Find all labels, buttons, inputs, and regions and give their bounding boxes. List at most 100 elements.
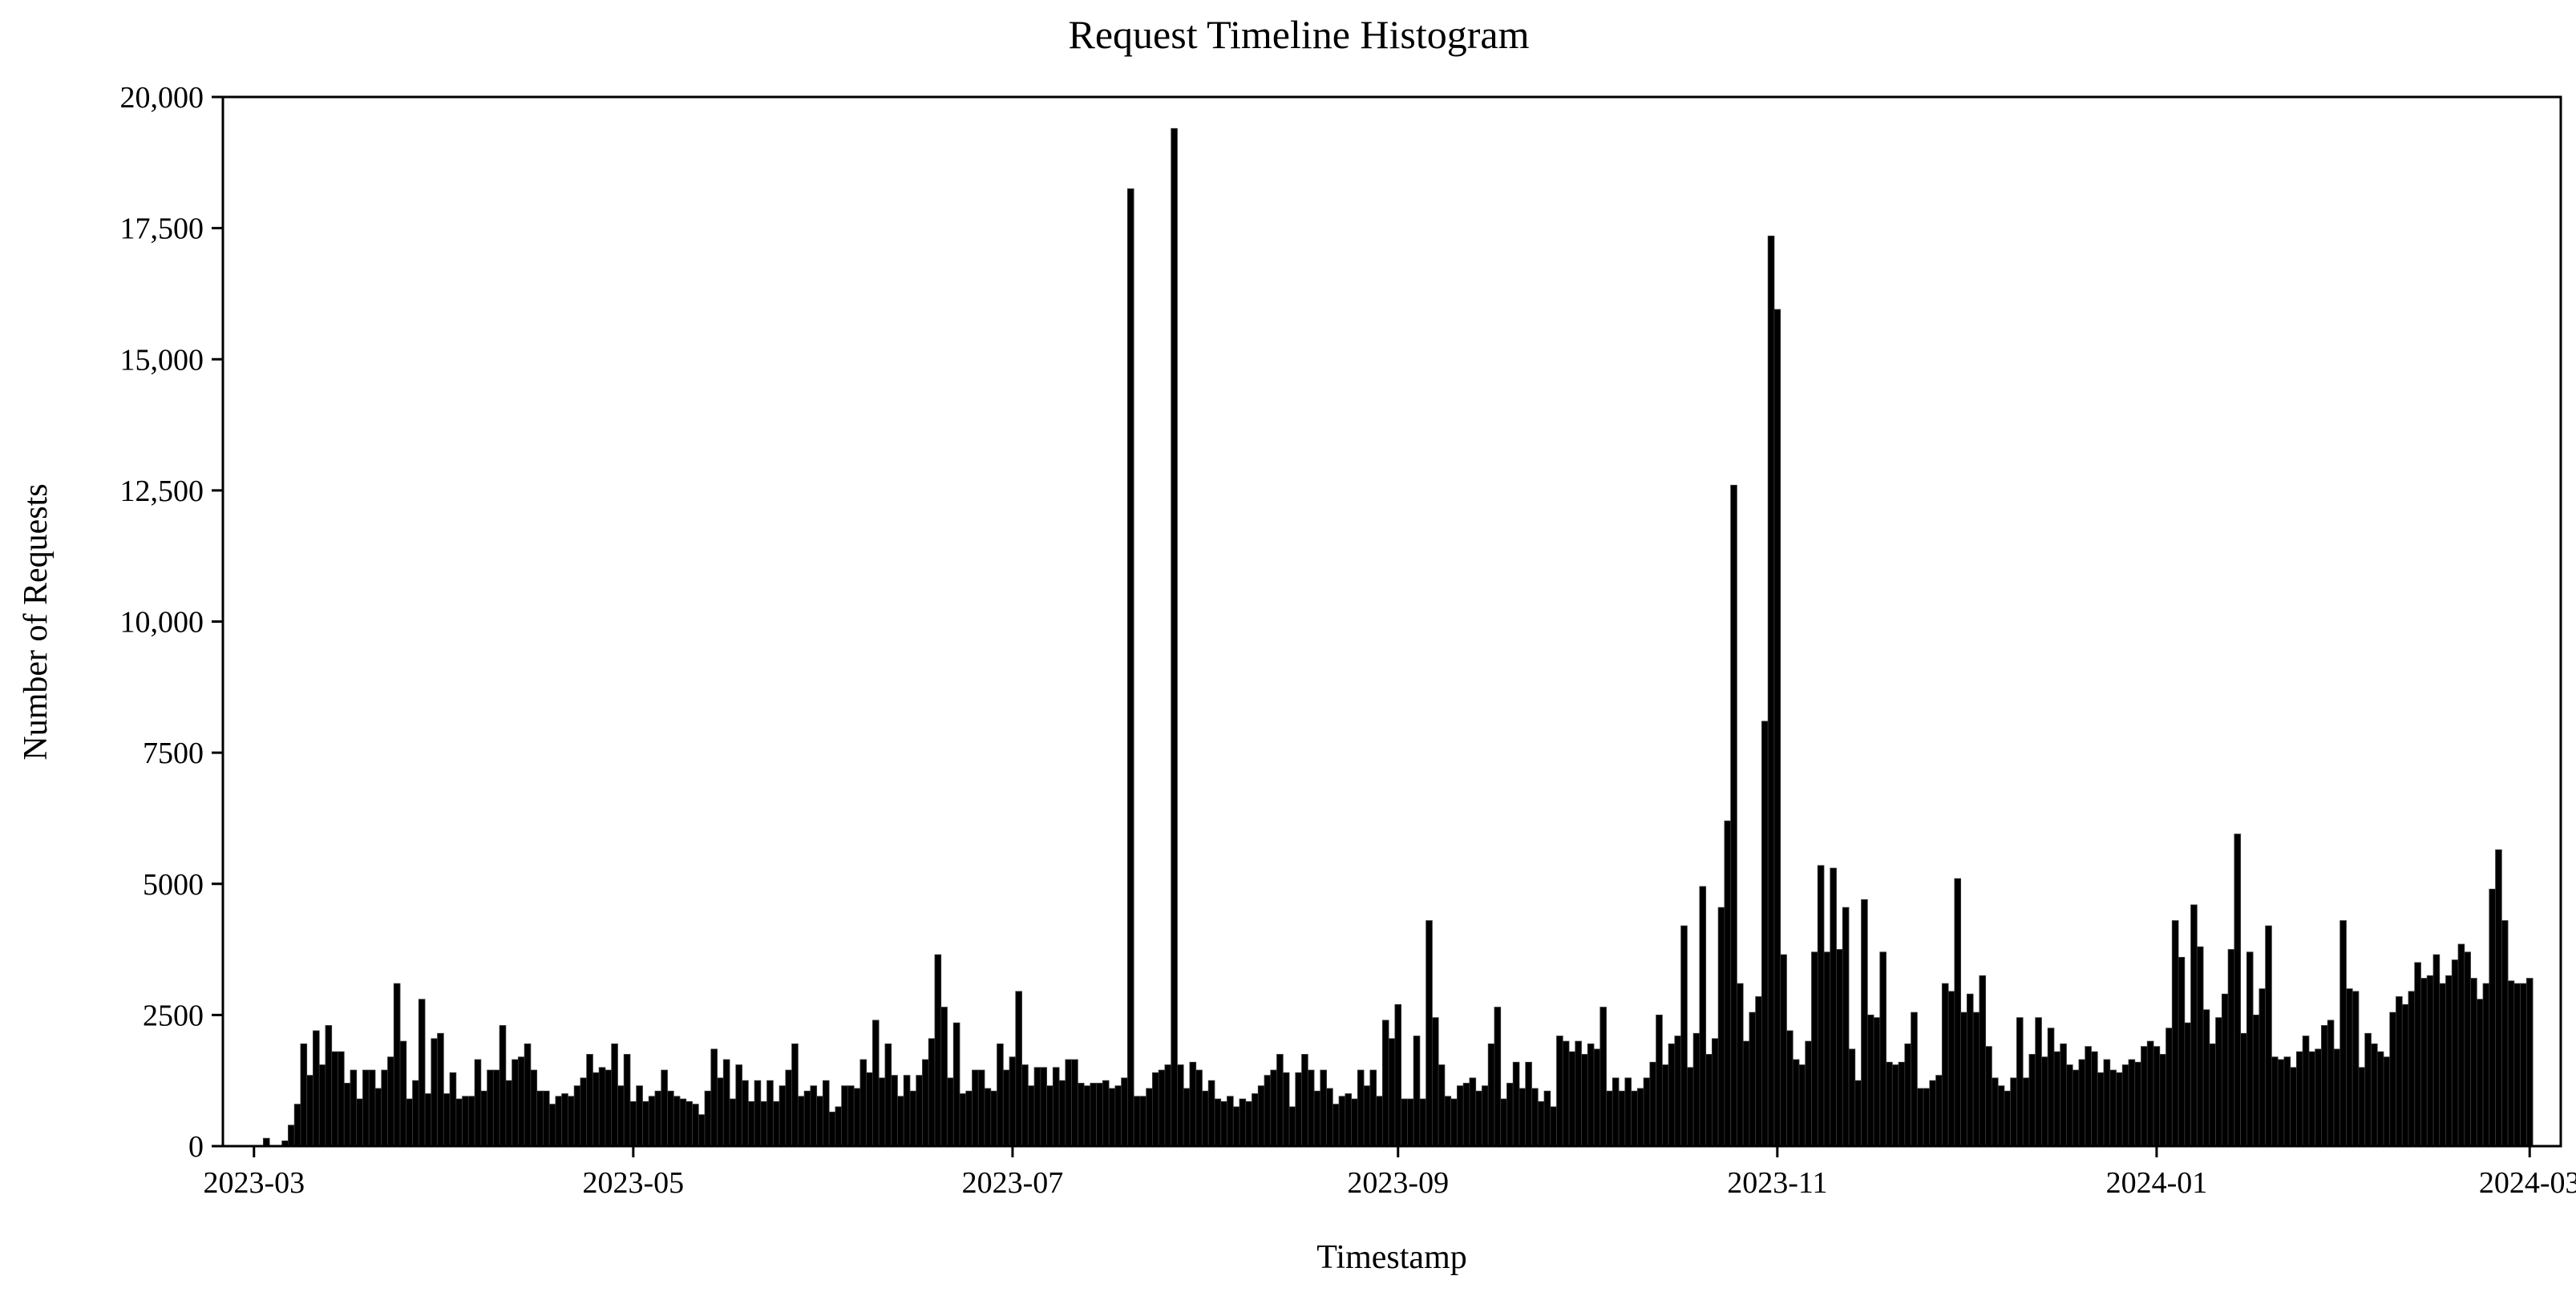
bar — [2109, 1069, 2117, 1147]
bar — [2333, 1048, 2341, 1147]
bar — [1842, 906, 1850, 1147]
bar — [1482, 1085, 1489, 1147]
bar — [1711, 1038, 1719, 1147]
bar — [2271, 1056, 2279, 1147]
bar — [648, 1096, 656, 1147]
bar — [1369, 1069, 1377, 1147]
bar — [368, 1069, 376, 1147]
bar — [1202, 1090, 1209, 1147]
bar — [2283, 1056, 2291, 1147]
bar — [2246, 951, 2254, 1147]
bar — [1985, 1046, 1992, 1147]
bar — [1195, 1069, 1203, 1147]
bar — [1581, 1054, 1588, 1147]
bar — [1027, 1085, 1035, 1147]
bar — [2439, 983, 2446, 1147]
bar — [2035, 1017, 2042, 1147]
bar — [698, 1114, 706, 1147]
y-axis: 0 2500 5000 7500 10,000 12,500 15,000 17,500 20,… — [120, 81, 223, 1164]
bar — [1394, 1003, 1402, 1147]
x-tick-label: 2023-05 — [583, 1166, 685, 1200]
bar — [1568, 1051, 1576, 1147]
bar — [2302, 1036, 2310, 1147]
bar — [1376, 1096, 1383, 1147]
bar — [760, 1100, 768, 1147]
bar — [1158, 1069, 1166, 1147]
bar — [1301, 1054, 1308, 1147]
bar — [810, 1085, 818, 1147]
bar — [1450, 1098, 1458, 1147]
bar — [2525, 978, 2534, 1147]
bar — [959, 1093, 967, 1147]
x-tick-label: 2024-01 — [2106, 1166, 2208, 1200]
bar — [1705, 1054, 1713, 1147]
bar — [1886, 1061, 1893, 1147]
y-tick-label: 20,000 — [120, 81, 204, 115]
bar — [2265, 925, 2272, 1147]
bar — [1686, 1067, 1694, 1147]
bar — [661, 1069, 668, 1147]
bar — [2171, 920, 2179, 1147]
bar — [2327, 1019, 2335, 1147]
bar — [1239, 1098, 1247, 1147]
bar — [1767, 236, 1775, 1147]
bar — [1836, 949, 1843, 1147]
bar — [1742, 1040, 1750, 1147]
bar — [1127, 188, 1134, 1147]
bar — [772, 1100, 780, 1147]
bar — [2196, 946, 2204, 1147]
bar — [766, 1080, 774, 1147]
bar — [1873, 1017, 1881, 1147]
bar — [1227, 1096, 1234, 1147]
bar — [797, 1096, 805, 1147]
bar — [381, 1069, 388, 1147]
bar — [673, 1096, 681, 1147]
bar — [2295, 1051, 2303, 1147]
bar — [2408, 991, 2416, 1147]
bar — [2401, 1003, 2409, 1147]
bar — [1898, 1061, 1906, 1147]
bar — [1090, 1083, 1098, 1147]
bar — [891, 1075, 898, 1147]
bar — [1058, 1080, 1066, 1147]
bar — [1947, 991, 1955, 1147]
bar — [437, 1032, 444, 1147]
bar — [853, 1088, 861, 1147]
bar — [288, 1124, 295, 1147]
bar — [778, 1085, 787, 1147]
bar — [2190, 904, 2198, 1147]
bar — [467, 1096, 475, 1147]
bar — [1904, 1043, 1911, 1147]
bar — [847, 1085, 855, 1147]
bar — [1413, 1036, 1421, 1147]
bar — [866, 1072, 873, 1147]
bar — [1861, 898, 1868, 1147]
bar — [1214, 1098, 1222, 1147]
bar — [1500, 1098, 1507, 1147]
bar — [2346, 988, 2353, 1147]
bar — [940, 1007, 948, 1147]
bar — [2116, 1072, 2123, 1147]
bar — [2277, 1059, 2285, 1147]
bar — [922, 1059, 929, 1147]
bar — [1002, 1069, 1010, 1147]
bar — [331, 1051, 338, 1147]
bar — [1798, 1064, 1806, 1147]
bar — [1737, 983, 1744, 1147]
bar — [524, 1043, 532, 1147]
bar — [1575, 1040, 1582, 1147]
bar — [717, 1077, 724, 1147]
bar — [412, 1080, 419, 1147]
bar — [2420, 978, 2428, 1147]
bar — [1730, 484, 1737, 1147]
bar — [1792, 1059, 1800, 1147]
y-tick-label: 17,500 — [120, 212, 204, 246]
bar — [1755, 996, 1762, 1147]
bar — [1146, 1088, 1153, 1147]
bar — [685, 1100, 693, 1147]
bar — [300, 1043, 308, 1147]
bar — [1432, 1017, 1439, 1147]
bar — [1065, 1059, 1073, 1147]
bar — [984, 1088, 992, 1147]
